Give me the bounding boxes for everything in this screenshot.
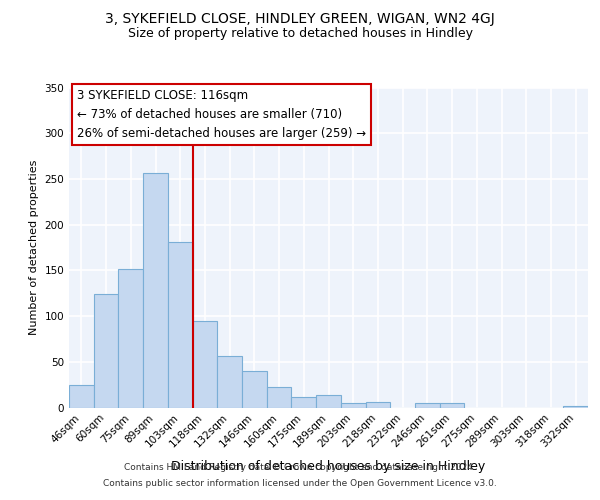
Bar — [365, 402, 390, 407]
Bar — [341, 403, 365, 407]
Bar — [193, 320, 217, 408]
Text: Size of property relative to detached houses in Hindley: Size of property relative to detached ho… — [128, 28, 473, 40]
Bar — [217, 356, 242, 408]
Bar — [69, 384, 94, 407]
Bar — [440, 403, 464, 407]
Bar — [118, 268, 143, 407]
Y-axis label: Number of detached properties: Number of detached properties — [29, 160, 39, 335]
Text: Contains public sector information licensed under the Open Government Licence v3: Contains public sector information licen… — [103, 478, 497, 488]
Bar — [143, 172, 168, 408]
Bar — [168, 242, 193, 408]
X-axis label: Distribution of detached houses by size in Hindley: Distribution of detached houses by size … — [172, 460, 485, 473]
Bar — [292, 396, 316, 407]
Bar — [267, 388, 292, 407]
Bar — [316, 394, 341, 407]
Bar — [242, 371, 267, 408]
Bar — [563, 406, 588, 407]
Text: Contains HM Land Registry data © Crown copyright and database right 2024.: Contains HM Land Registry data © Crown c… — [124, 464, 476, 472]
Text: 3, SYKEFIELD CLOSE, HINDLEY GREEN, WIGAN, WN2 4GJ: 3, SYKEFIELD CLOSE, HINDLEY GREEN, WIGAN… — [105, 12, 495, 26]
Text: 3 SYKEFIELD CLOSE: 116sqm
← 73% of detached houses are smaller (710)
26% of semi: 3 SYKEFIELD CLOSE: 116sqm ← 73% of detac… — [77, 89, 366, 140]
Bar — [94, 294, 118, 408]
Bar — [415, 403, 440, 407]
